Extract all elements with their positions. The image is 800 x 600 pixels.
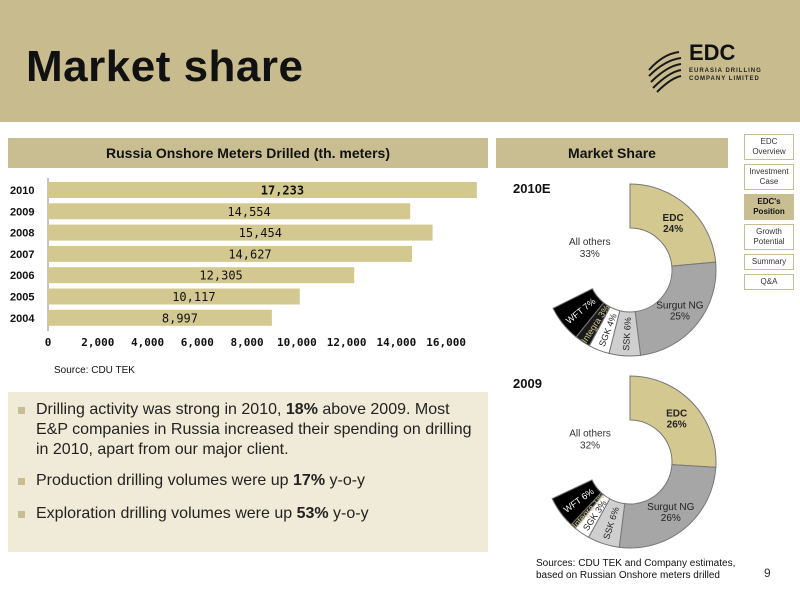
slice-edc bbox=[629, 375, 717, 468]
bullet-bold: 17% bbox=[293, 472, 326, 489]
nav-item-summary[interactable]: Summary bbox=[744, 254, 794, 270]
slide-title: Market share bbox=[26, 42, 304, 91]
x-tick-label: 4,000 bbox=[131, 336, 164, 349]
slice-ssk-label: SSK 6% bbox=[621, 317, 633, 351]
slice-surgut-ng-label: 26% bbox=[661, 513, 681, 524]
x-tick-label: 10,000 bbox=[277, 336, 317, 349]
bullet-square-icon bbox=[18, 478, 25, 485]
nav-item-edc-overview[interactable]: EDC Overview bbox=[744, 134, 794, 160]
edc-stripes-logo-icon: EDC EURASIA DRILLING COMPANY LIMITED bbox=[648, 40, 762, 93]
x-tick-label: 16,000 bbox=[426, 336, 466, 349]
slice-edc-label: EDC bbox=[666, 409, 687, 420]
bar-value-label: 12,305 bbox=[199, 269, 242, 283]
bullet-text: Exploration drilling volumes were up bbox=[36, 505, 297, 522]
slice-surgut-ng bbox=[634, 261, 717, 356]
nav-item-investment-case[interactable]: Investment Case bbox=[744, 164, 794, 190]
pie-2009-title: 2009 bbox=[513, 376, 542, 391]
x-tick-label: 6,000 bbox=[181, 336, 214, 349]
bullet-item: Exploration drilling volumes were up 53%… bbox=[18, 504, 484, 524]
slice-surgut-ng bbox=[618, 464, 717, 549]
slice-wft bbox=[552, 288, 605, 338]
bar-value-label: 10,117 bbox=[172, 290, 215, 304]
company-logo: EDC EURASIA DRILLING COMPANY LIMITED bbox=[645, 40, 775, 100]
bar-category-label: 2006 bbox=[10, 270, 34, 282]
meters-drilled-bar-chart: 2010 17,233 2009 14,554 2008 15,454 2007 14,627… bbox=[10, 178, 477, 349]
slice-label-all-others: 32% bbox=[580, 441, 600, 452]
bar-category-label: 2010 bbox=[10, 185, 34, 197]
slice-edc-label: 24% bbox=[663, 224, 683, 235]
slice-label-all-others: All others bbox=[569, 237, 611, 248]
pie-sources: Sources: CDU TEK and Company estimates, … bbox=[536, 558, 735, 582]
bullet-bold: 18% bbox=[285, 401, 318, 418]
slice-label-all-others: 33% bbox=[580, 249, 600, 260]
slice-surgut-ng-label: Surgut NG bbox=[647, 502, 694, 513]
slide-header bbox=[0, 0, 800, 122]
nav-item-qa[interactable]: Q&A bbox=[744, 274, 794, 290]
pie-sources-line1: Sources: CDU TEK and Company estimates, bbox=[536, 558, 736, 569]
bullet-item: Drilling activity was strong in 2010, 18… bbox=[18, 400, 484, 460]
bullet-text: Drilling activity was strong in 2010, bbox=[36, 401, 286, 418]
bullet-item: Production drilling volumes were up 17% … bbox=[18, 471, 484, 491]
bar-category-label: 2007 bbox=[10, 249, 34, 261]
nav-item-growth-potential[interactable]: Growth Potential bbox=[744, 224, 794, 250]
x-tick-label: 14,000 bbox=[377, 336, 417, 349]
bar-2008 bbox=[48, 224, 433, 241]
bar-category-label: 2004 bbox=[10, 313, 35, 325]
bar-value-label: 15,454 bbox=[239, 226, 282, 240]
logo-line1: EURASIA DRILLING bbox=[689, 68, 762, 74]
side-navigation: EDC Overview Investment Case EDC's Posit… bbox=[744, 134, 794, 294]
x-tick-label: 12,000 bbox=[327, 336, 367, 349]
bar-value-label: 14,554 bbox=[227, 205, 270, 219]
slice-label-all-others: All others bbox=[569, 429, 611, 440]
slice-surgut-ng-label: Surgut NG bbox=[656, 301, 703, 312]
market-share-section-title: Market Share bbox=[496, 138, 728, 168]
bar-category-label: 2009 bbox=[10, 206, 34, 218]
bullet-text: Production drilling volumes were up bbox=[36, 472, 294, 489]
slice-edc-label: EDC bbox=[663, 213, 684, 224]
bullet-square-icon bbox=[18, 511, 25, 518]
pie-sources-line2: based on Russian Onshore meters drilled bbox=[536, 570, 720, 581]
x-tick-label: 8,000 bbox=[231, 336, 264, 349]
bullet-square-icon bbox=[18, 407, 25, 414]
bar-chart-source: Source: CDU TEK bbox=[54, 365, 135, 376]
bar-2005 bbox=[48, 288, 300, 305]
bar-value-label: 14,627 bbox=[228, 247, 271, 261]
page-number: 9 bbox=[764, 566, 771, 580]
pie-2010-title: 2010E bbox=[513, 181, 551, 196]
x-tick-label: 0 bbox=[45, 336, 52, 349]
slice-wft bbox=[551, 479, 602, 526]
slice-edc-label: 26% bbox=[667, 420, 687, 431]
bullet-text: y-o-y bbox=[325, 472, 366, 489]
bar-2007 bbox=[48, 245, 413, 262]
bar-2006 bbox=[48, 267, 355, 284]
bullet-text: above 2009. Most E&P companies in Russia… bbox=[36, 401, 472, 458]
logo-line2: COMPANY LIMITED bbox=[689, 76, 760, 82]
bullets-box: Drilling activity was strong in 2010, 18… bbox=[8, 392, 488, 552]
bar-2004 bbox=[48, 309, 272, 326]
nav-item-edc-position[interactable]: EDC's Position bbox=[744, 194, 794, 220]
bar-category-label: 2005 bbox=[10, 292, 34, 304]
bar-value-label: 8,997 bbox=[162, 311, 198, 325]
slice-edc bbox=[629, 183, 717, 267]
logo-name: EDC bbox=[689, 40, 736, 65]
bullet-text: y-o-y bbox=[328, 505, 369, 522]
bar-value-label: 17,233 bbox=[261, 184, 304, 198]
x-tick-label: 2,000 bbox=[81, 336, 114, 349]
bar-2010 bbox=[48, 182, 477, 198]
bar-chart-section-title: Russia Onshore Meters Drilled (th. meter… bbox=[8, 138, 488, 168]
bar-2009 bbox=[48, 203, 411, 220]
bar-category-label: 2008 bbox=[10, 228, 34, 240]
slice-surgut-ng-label: 25% bbox=[670, 312, 690, 323]
bullet-bold: 53% bbox=[296, 505, 329, 522]
